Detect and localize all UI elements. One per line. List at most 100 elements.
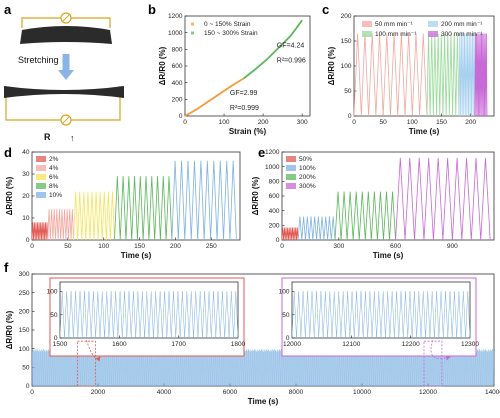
y-axis-label: ΔR/R0 (%) <box>5 176 14 215</box>
y-tick-label: 100 <box>341 63 352 70</box>
y-axis-label: ΔR/R0 (%) <box>327 46 336 85</box>
annotation: R²=0.999 <box>230 105 259 112</box>
x-tick-label: 0 <box>30 389 34 396</box>
x-tick-label: 1800 <box>231 341 246 348</box>
x-tick-label: 50 <box>64 243 72 250</box>
y-tick-label: 800 <box>172 47 183 54</box>
annotation: R²=0.996 <box>277 58 306 65</box>
stretched-strip-icon <box>4 86 124 98</box>
legend-entry: 50% <box>299 156 312 163</box>
legend-swatch <box>286 183 296 189</box>
y-tick-label: 150 <box>19 327 30 334</box>
y-tick-label: 0 <box>26 383 30 390</box>
y-tick-label: 400 <box>172 80 183 87</box>
series-line <box>426 33 460 117</box>
resistance-label: R <box>44 132 51 142</box>
legend-entry: 150 ~ 300% Strain <box>204 30 258 37</box>
x-tick-label: 150 <box>436 119 447 126</box>
x-tick-label: 10000 <box>353 389 371 396</box>
series-line <box>171 160 237 241</box>
x-tick-label: 600 <box>390 243 401 250</box>
series-line <box>281 227 299 241</box>
series-line <box>474 33 488 117</box>
x-tick-label: 250 <box>206 243 217 250</box>
legend-entry: 200 mm min⁻¹ <box>441 21 483 28</box>
legend-entry: 0 ~ 150% Strain <box>204 21 251 28</box>
y-tick-label: 1200 <box>168 13 183 20</box>
x-tick-label: 12300 <box>461 341 479 348</box>
annotation: GF=2.99 <box>230 90 258 97</box>
legend-entry: 300 mm min⁻¹ <box>441 31 483 38</box>
x-axis-label: Time (s) <box>373 251 404 260</box>
panel-a: a Stretching R ↑ <box>4 2 124 143</box>
legend-swatch <box>286 165 296 171</box>
series-line <box>114 176 173 241</box>
x-tick-label: 0 <box>280 243 284 250</box>
x-tick-label: 200 <box>170 243 181 250</box>
series-line <box>184 77 245 117</box>
legend-swatch <box>428 31 438 37</box>
y-axis-label: ΔR/R0 (%) <box>5 310 14 349</box>
zoom-arrow-icon <box>430 340 451 361</box>
chart-d: d 0 50 100 150 200 250 0 10 20 30 40 Time (s) ΔR/R0 (… <box>4 145 241 260</box>
legend-entry: 2% <box>49 156 59 163</box>
legend-entry: 4% <box>49 165 59 172</box>
legend-swatch <box>36 192 46 198</box>
series-line <box>73 191 115 241</box>
chart-b: b 0 100 200 300 0 200 400 600 800 1000 1200 Strain (… <box>148 2 311 136</box>
y-tick-label: 250 <box>19 290 30 297</box>
y-tick-label: 100 <box>19 346 30 353</box>
y-tick-label: 20 <box>22 193 30 200</box>
zoom-arrow-icon <box>86 340 101 362</box>
x-tick-label: 8000 <box>289 389 304 396</box>
y-tick-label: 800 <box>269 179 280 186</box>
sample-strip-icon <box>20 26 112 44</box>
x-tick-label: 12000 <box>283 341 301 348</box>
inset-frame <box>49 277 245 357</box>
x-axis-label: Time (s) <box>248 397 279 406</box>
stretching-label: Stretching <box>18 55 59 65</box>
y-tick-label: 0 <box>26 237 30 244</box>
legend-swatch <box>36 165 46 171</box>
y-tick-label: 600 <box>269 193 280 200</box>
panel-label-e: e <box>258 145 265 160</box>
x-tick-label: 150 <box>134 243 145 250</box>
x-tick-label: 12000 <box>419 389 437 396</box>
y-tick-label: 1000 <box>168 30 183 37</box>
series-line <box>458 33 476 117</box>
y-tick-label: 1000 <box>265 164 280 171</box>
legend-swatch <box>36 174 46 180</box>
chart-e: e 0 300 600 900 0 200 400 600 800 1000 1200 Time (s)… <box>251 145 495 260</box>
inset-series-line <box>59 291 239 339</box>
x-tick-label: 2000 <box>91 389 106 396</box>
x-tick-label: 200 <box>258 119 269 126</box>
x-axis-label: Strain (%) <box>229 127 267 136</box>
y-tick-label: 200 <box>341 13 352 20</box>
y-tick-label: 10 <box>22 215 30 222</box>
x-tick-label: 12200 <box>402 341 420 348</box>
y-tick-label: 0 <box>286 335 290 342</box>
chart-c: c 0 50 100 150 200 0 50 100 150 200 Time (s) ΔR/R0 (… <box>322 2 495 136</box>
series-line <box>334 191 396 241</box>
y-tick-label: 300 <box>19 271 30 278</box>
y-tick-label: 0 <box>348 113 352 120</box>
panel-label-f: f <box>4 260 9 275</box>
y-tick-label: 50 <box>50 312 58 319</box>
series-line <box>47 209 74 241</box>
legend-swatch <box>286 156 296 162</box>
x-tick-label: 300 <box>297 119 308 126</box>
y-tick-label: 200 <box>172 97 183 104</box>
legend-swatch <box>286 174 296 180</box>
inset-series-line <box>291 291 471 339</box>
y-tick-label: 0 <box>276 237 280 244</box>
x-tick-label: 100 <box>98 243 109 250</box>
x-tick-label: 300 <box>333 243 344 250</box>
y-tick-label: 0 <box>179 113 183 120</box>
legend-swatch <box>36 156 46 162</box>
y-tick-label: 50 <box>282 312 290 319</box>
x-axis-label: Time (s) <box>409 127 440 136</box>
increase-arrow-icon: ↑ <box>70 133 75 143</box>
y-tick-label: 400 <box>269 208 280 215</box>
x-tick-label: 100 <box>219 119 230 126</box>
